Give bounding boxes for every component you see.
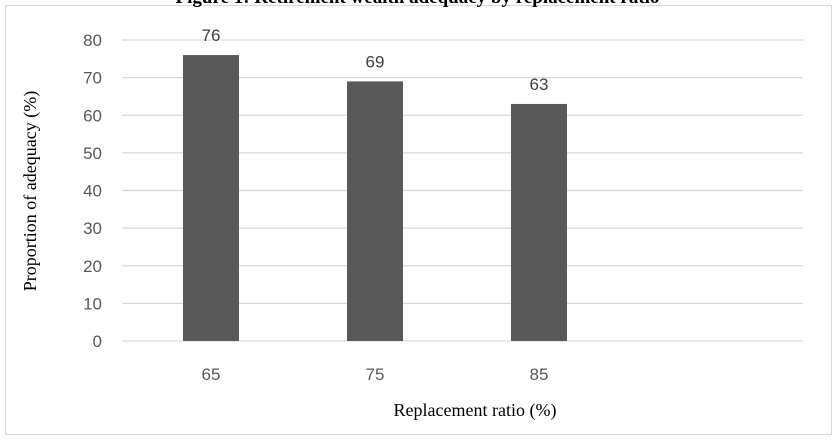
chart-title: Figure 1: Retirement wealth adequacy by … [0,0,835,9]
y-tick-label: 20 [83,257,102,276]
x-axis-title: Replacement ratio (%) [394,400,557,421]
y-tick-label: 80 [83,31,102,50]
y-tick-label: 10 [83,294,102,313]
x-tick-label: 65 [202,365,221,384]
y-tick-label: 70 [83,69,102,88]
data-label: 69 [366,52,385,71]
bar [511,103,567,342]
y-axis-title: Proportion of adequacy (%) [20,91,41,291]
x-tick-label: 75 [366,365,385,384]
bar [183,55,239,342]
y-tick-label: 0 [93,332,102,351]
chart-frame [5,5,832,435]
y-tick-label: 40 [83,182,102,201]
data-label: 63 [530,75,549,94]
y-tick-label: 50 [83,144,102,163]
bar [347,81,403,341]
y-tick-label: 60 [83,106,102,125]
data-label: 76 [202,26,221,45]
y-tick-label: 30 [83,219,102,238]
x-tick-label: 85 [530,365,549,384]
